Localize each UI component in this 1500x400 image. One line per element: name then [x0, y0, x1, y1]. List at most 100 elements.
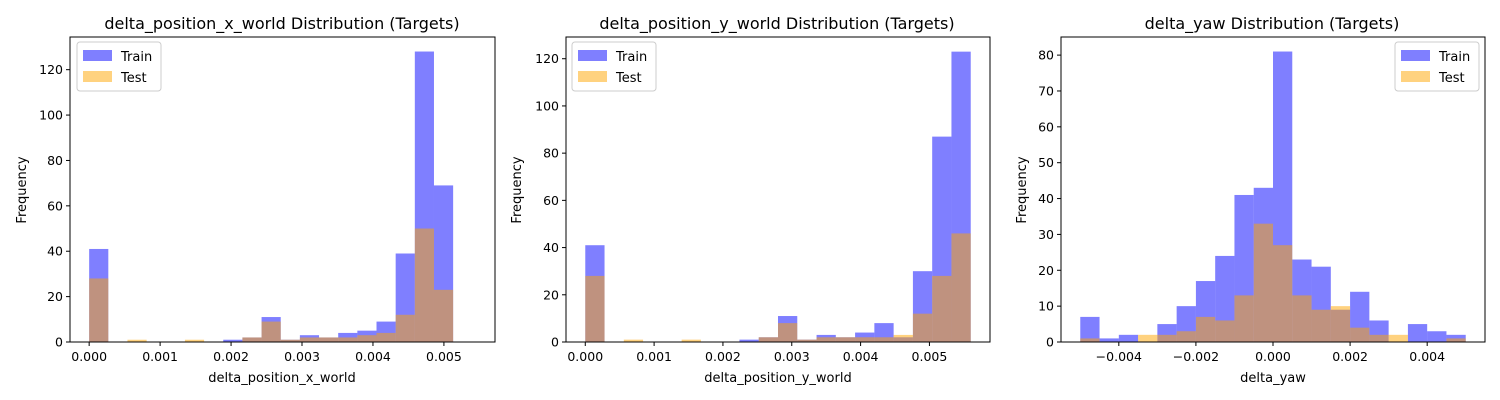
x-tick-label: 0.001	[636, 349, 672, 364]
legend-test-label: Test	[1438, 71, 1465, 86]
test-bar	[1369, 334, 1389, 342]
y-tick-label: 20	[1038, 263, 1054, 278]
y-tick-label: 60	[47, 198, 63, 213]
y-tick-label: 80	[47, 153, 63, 168]
x-tick-label: 0.002	[1332, 349, 1368, 364]
legend: Train Test	[1394, 41, 1480, 92]
test-bar	[585, 275, 605, 342]
test-bar	[1080, 338, 1100, 342]
y-axis-label: Frequency	[1015, 156, 1030, 223]
test-bar	[242, 337, 262, 342]
legend-train-label: Train	[120, 50, 152, 65]
x-tick-label: 0.001	[142, 349, 178, 364]
test-bar	[433, 289, 454, 342]
test-bar	[912, 313, 933, 342]
x-tick-label: 0.002	[213, 349, 249, 364]
x-tick-label: 0.005	[426, 349, 462, 364]
train-bar	[874, 323, 894, 342]
legend-train-label: Train	[1438, 50, 1470, 65]
train-bar	[1407, 324, 1428, 342]
x-tick-label: −0.002	[1173, 349, 1219, 364]
histogram-panel-yaw: delta_yaw Distribution (Targets) −0.004−…	[1015, 14, 1486, 386]
x-tick-label: 0.004	[1409, 349, 1445, 364]
y-tick-label: 120	[535, 51, 559, 66]
y-tick-label: 60	[543, 193, 559, 208]
legend-train-label: Train	[615, 50, 647, 65]
legend-train-swatch	[1401, 50, 1430, 61]
x-tick-label: 0.003	[774, 349, 810, 364]
y-axis-label: Frequency	[15, 156, 30, 223]
y-tick-label: 0	[1046, 335, 1054, 350]
train-bar	[739, 339, 759, 342]
y-tick-label: 50	[1038, 155, 1054, 170]
plot-area: 0.000 0.001 0.002 0.003 0.004 0.005 0 20 40 60 80 1…	[535, 51, 971, 364]
test-bar	[855, 337, 875, 342]
test-bar	[932, 275, 952, 342]
y-tick-label: 120	[39, 62, 63, 77]
legend-test-label: Test	[615, 71, 642, 86]
y-tick-label: 100	[535, 98, 559, 113]
x-axis-label: delta_position_y_world	[704, 371, 851, 386]
test-bar	[338, 337, 358, 342]
y-tick-label: 0	[551, 335, 559, 350]
test-bar	[127, 339, 147, 342]
y-tick-label: 40	[543, 240, 559, 255]
test-bar	[1215, 320, 1235, 342]
test-bar	[1157, 334, 1177, 342]
test-bar	[376, 332, 396, 342]
x-tick-label: 0.004	[355, 349, 391, 364]
y-tick-label: 20	[47, 289, 63, 304]
test-bar	[797, 339, 817, 342]
train-bar	[1099, 338, 1119, 342]
test-bar	[1350, 327, 1370, 342]
plot-area: 0.000 0.001 0.002 0.003 0.004 0.005 0 20 40 60 80 1…	[39, 51, 462, 364]
test-bar	[1253, 223, 1273, 342]
y-tick-label: 80	[543, 146, 559, 161]
test-bar	[1388, 334, 1408, 342]
train-bar	[1118, 334, 1139, 342]
axes-frame	[1060, 36, 1486, 343]
train-bar	[223, 339, 243, 342]
test-bar	[893, 334, 913, 342]
panel-title: delta_yaw Distribution (Targets)	[1145, 14, 1400, 34]
plot-area: −0.004 −0.002 0.000 0.002 0.004 0 10 20 30 40 50 60…	[1038, 48, 1466, 364]
axes-frame	[69, 36, 496, 343]
test-bar	[835, 337, 856, 342]
legend-test-swatch	[83, 71, 112, 82]
x-tick-label: 0.000	[567, 349, 603, 364]
y-axis-label: Frequency	[510, 156, 525, 223]
y-tick-label: 40	[1038, 191, 1054, 206]
train-bar	[1427, 331, 1447, 342]
test-bar	[1195, 316, 1216, 342]
x-tick-label: 0.000	[71, 349, 107, 364]
test-bar	[319, 337, 339, 342]
test-bar	[951, 233, 971, 342]
test-bar	[758, 337, 778, 342]
histogram-panel-y: delta_position_y_world Distribution (Tar…	[510, 14, 991, 386]
legend-test-swatch	[1401, 71, 1430, 82]
legend-test-label: Test	[120, 71, 147, 86]
test-bar	[1234, 295, 1254, 342]
test-bar	[395, 314, 415, 342]
test-bar	[1292, 295, 1312, 342]
test-bar	[681, 339, 701, 342]
x-tick-label: 0.004	[843, 349, 879, 364]
legend: Train Test	[76, 41, 162, 92]
test-bar	[1446, 338, 1466, 342]
legend: Train Test	[571, 41, 657, 92]
histogram-panel-x: delta_position_x_world Distribution (Tar…	[15, 14, 496, 386]
x-tick-label: 0.000	[1255, 349, 1291, 364]
panel-title: delta_position_y_world Distribution (Tar…	[599, 14, 954, 34]
test-bar	[414, 228, 434, 342]
test-bar	[89, 278, 109, 342]
test-bar	[184, 339, 205, 342]
test-bar	[1138, 334, 1158, 342]
test-bar	[1311, 309, 1331, 342]
y-tick-label: 60	[1038, 119, 1054, 134]
test-bar	[1330, 306, 1351, 342]
test-bar	[623, 339, 644, 342]
train-bar	[1080, 316, 1100, 342]
test-bar	[357, 335, 377, 342]
test-bar	[874, 337, 894, 342]
